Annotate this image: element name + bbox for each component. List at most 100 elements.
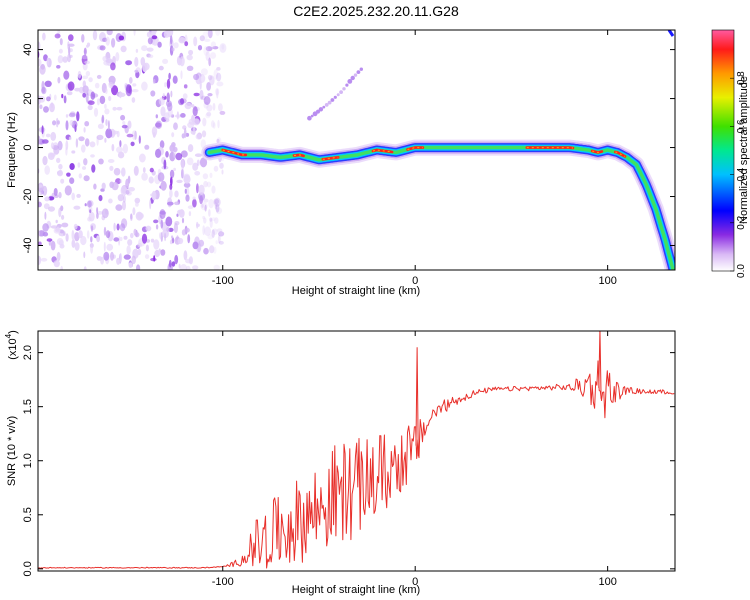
noise-blob: [159, 209, 166, 220]
noise-blob: [219, 162, 224, 169]
noise-blob: [69, 177, 75, 184]
noise-blob: [110, 251, 114, 261]
spectrogram-y-label: Frequency (Hz): [6, 112, 18, 188]
noise-blob: [181, 217, 185, 224]
noise-blob: [39, 64, 46, 75]
noise-blob: [137, 212, 144, 220]
noise-blob: [53, 260, 60, 268]
noise-blob: [38, 135, 41, 145]
noise-blob: [191, 114, 196, 123]
noise-blob: [131, 97, 136, 103]
noise-blob: [214, 199, 220, 204]
noise-blob: [44, 211, 47, 220]
noise-blob: [60, 265, 63, 270]
noise-blob: [134, 197, 141, 204]
noise-blob: [94, 82, 100, 89]
noise-blob: [60, 178, 65, 184]
noise-blob: [109, 165, 114, 171]
noise-blob: [167, 102, 173, 112]
hump-blob: [310, 114, 314, 118]
noise-blob: [111, 144, 114, 151]
noise-blob: [43, 54, 48, 62]
snr-y-axis: 0.0 0.5 1.0 1.5 2.0: [22, 345, 675, 576]
noise-blob: [68, 136, 72, 141]
noise-blob: [171, 235, 174, 239]
noise-blob: [55, 219, 58, 224]
hump-blob: [324, 103, 329, 107]
noise-blob: [201, 203, 204, 208]
ridge-layer-4: [207, 145, 675, 270]
noise-blob: [102, 56, 108, 62]
noise-blob: [84, 121, 90, 127]
ridge-layer-0: [201, 139, 675, 270]
ridge-peak-core-1: [293, 154, 304, 157]
noise-blob: [182, 93, 188, 100]
noise-blob: [84, 203, 87, 207]
ridge-peak-core-0: [222, 149, 246, 156]
noise-blob: [203, 198, 209, 203]
noise-blob: [118, 35, 125, 41]
y-tick-label: -40: [22, 238, 34, 254]
noise-blob: [50, 142, 55, 149]
noise-blob: [101, 114, 105, 124]
noise-blob: [145, 225, 152, 232]
noise-blob: [38, 241, 42, 246]
noise-blob: [155, 148, 162, 158]
noise-blob: [54, 33, 61, 39]
noise-blob: [44, 196, 50, 202]
noise-blob: [206, 181, 212, 188]
noise-blob: [180, 159, 185, 170]
noise-blob: [96, 98, 100, 106]
noise-blob: [148, 54, 154, 59]
noise-blob: [205, 46, 213, 52]
noise-blob: [133, 30, 136, 36]
snr-scale-factor: (x104): [4, 330, 19, 360]
noise-blob: [193, 36, 198, 47]
noise-blob: [219, 110, 226, 115]
spectrogram-panel: -100 0 100 -40 -20 0 20 40 Height of straight …: [6, 29, 676, 297]
noise-blob: [57, 76, 61, 84]
noise-blob: [63, 70, 70, 80]
noise-blob: [165, 151, 169, 158]
noise-blob: [201, 130, 207, 138]
colorbar-tick-label: 0.2: [736, 215, 747, 229]
colorbar-frame: [711, 29, 735, 272]
noise-blob: [96, 212, 99, 219]
noise-blob: [129, 77, 133, 84]
noise-blob: [177, 209, 184, 215]
noise-blob: [159, 232, 162, 239]
noise-blob: [110, 62, 116, 71]
noise-blob: [82, 75, 89, 80]
noise-blob: [111, 85, 119, 96]
noise-blob: [101, 208, 109, 219]
noise-blob: [211, 185, 216, 194]
noise-blob: [195, 133, 202, 140]
noise-blob: [212, 46, 219, 50]
ridge-peak-2: [321, 156, 340, 161]
noise-blob: [185, 265, 191, 270]
noise-blob: [150, 193, 156, 197]
noise-blob: [76, 193, 81, 198]
noise-blob: [215, 240, 218, 245]
noise-blob: [152, 79, 156, 84]
noise-blob: [216, 72, 222, 82]
noise-blob: [212, 102, 216, 111]
noise-blob: [135, 71, 140, 79]
noise-blob: [173, 42, 179, 49]
noise-blob: [221, 44, 225, 50]
noise-blob: [107, 120, 110, 131]
noise-blob: [121, 167, 126, 177]
noise-blob: [49, 102, 55, 113]
noise-blob: [96, 235, 100, 243]
hump-blob: [345, 83, 349, 87]
noise-blob: [38, 95, 42, 105]
noise-blob: [204, 226, 212, 236]
noise-blob: [159, 140, 165, 149]
noise-blob: [83, 266, 87, 270]
noise-blob: [90, 91, 96, 100]
noise-blob: [135, 202, 139, 207]
noise-blob: [74, 124, 77, 132]
noise-blob: [134, 130, 137, 140]
noise-blob: [215, 207, 223, 215]
noise-blob: [137, 248, 142, 256]
